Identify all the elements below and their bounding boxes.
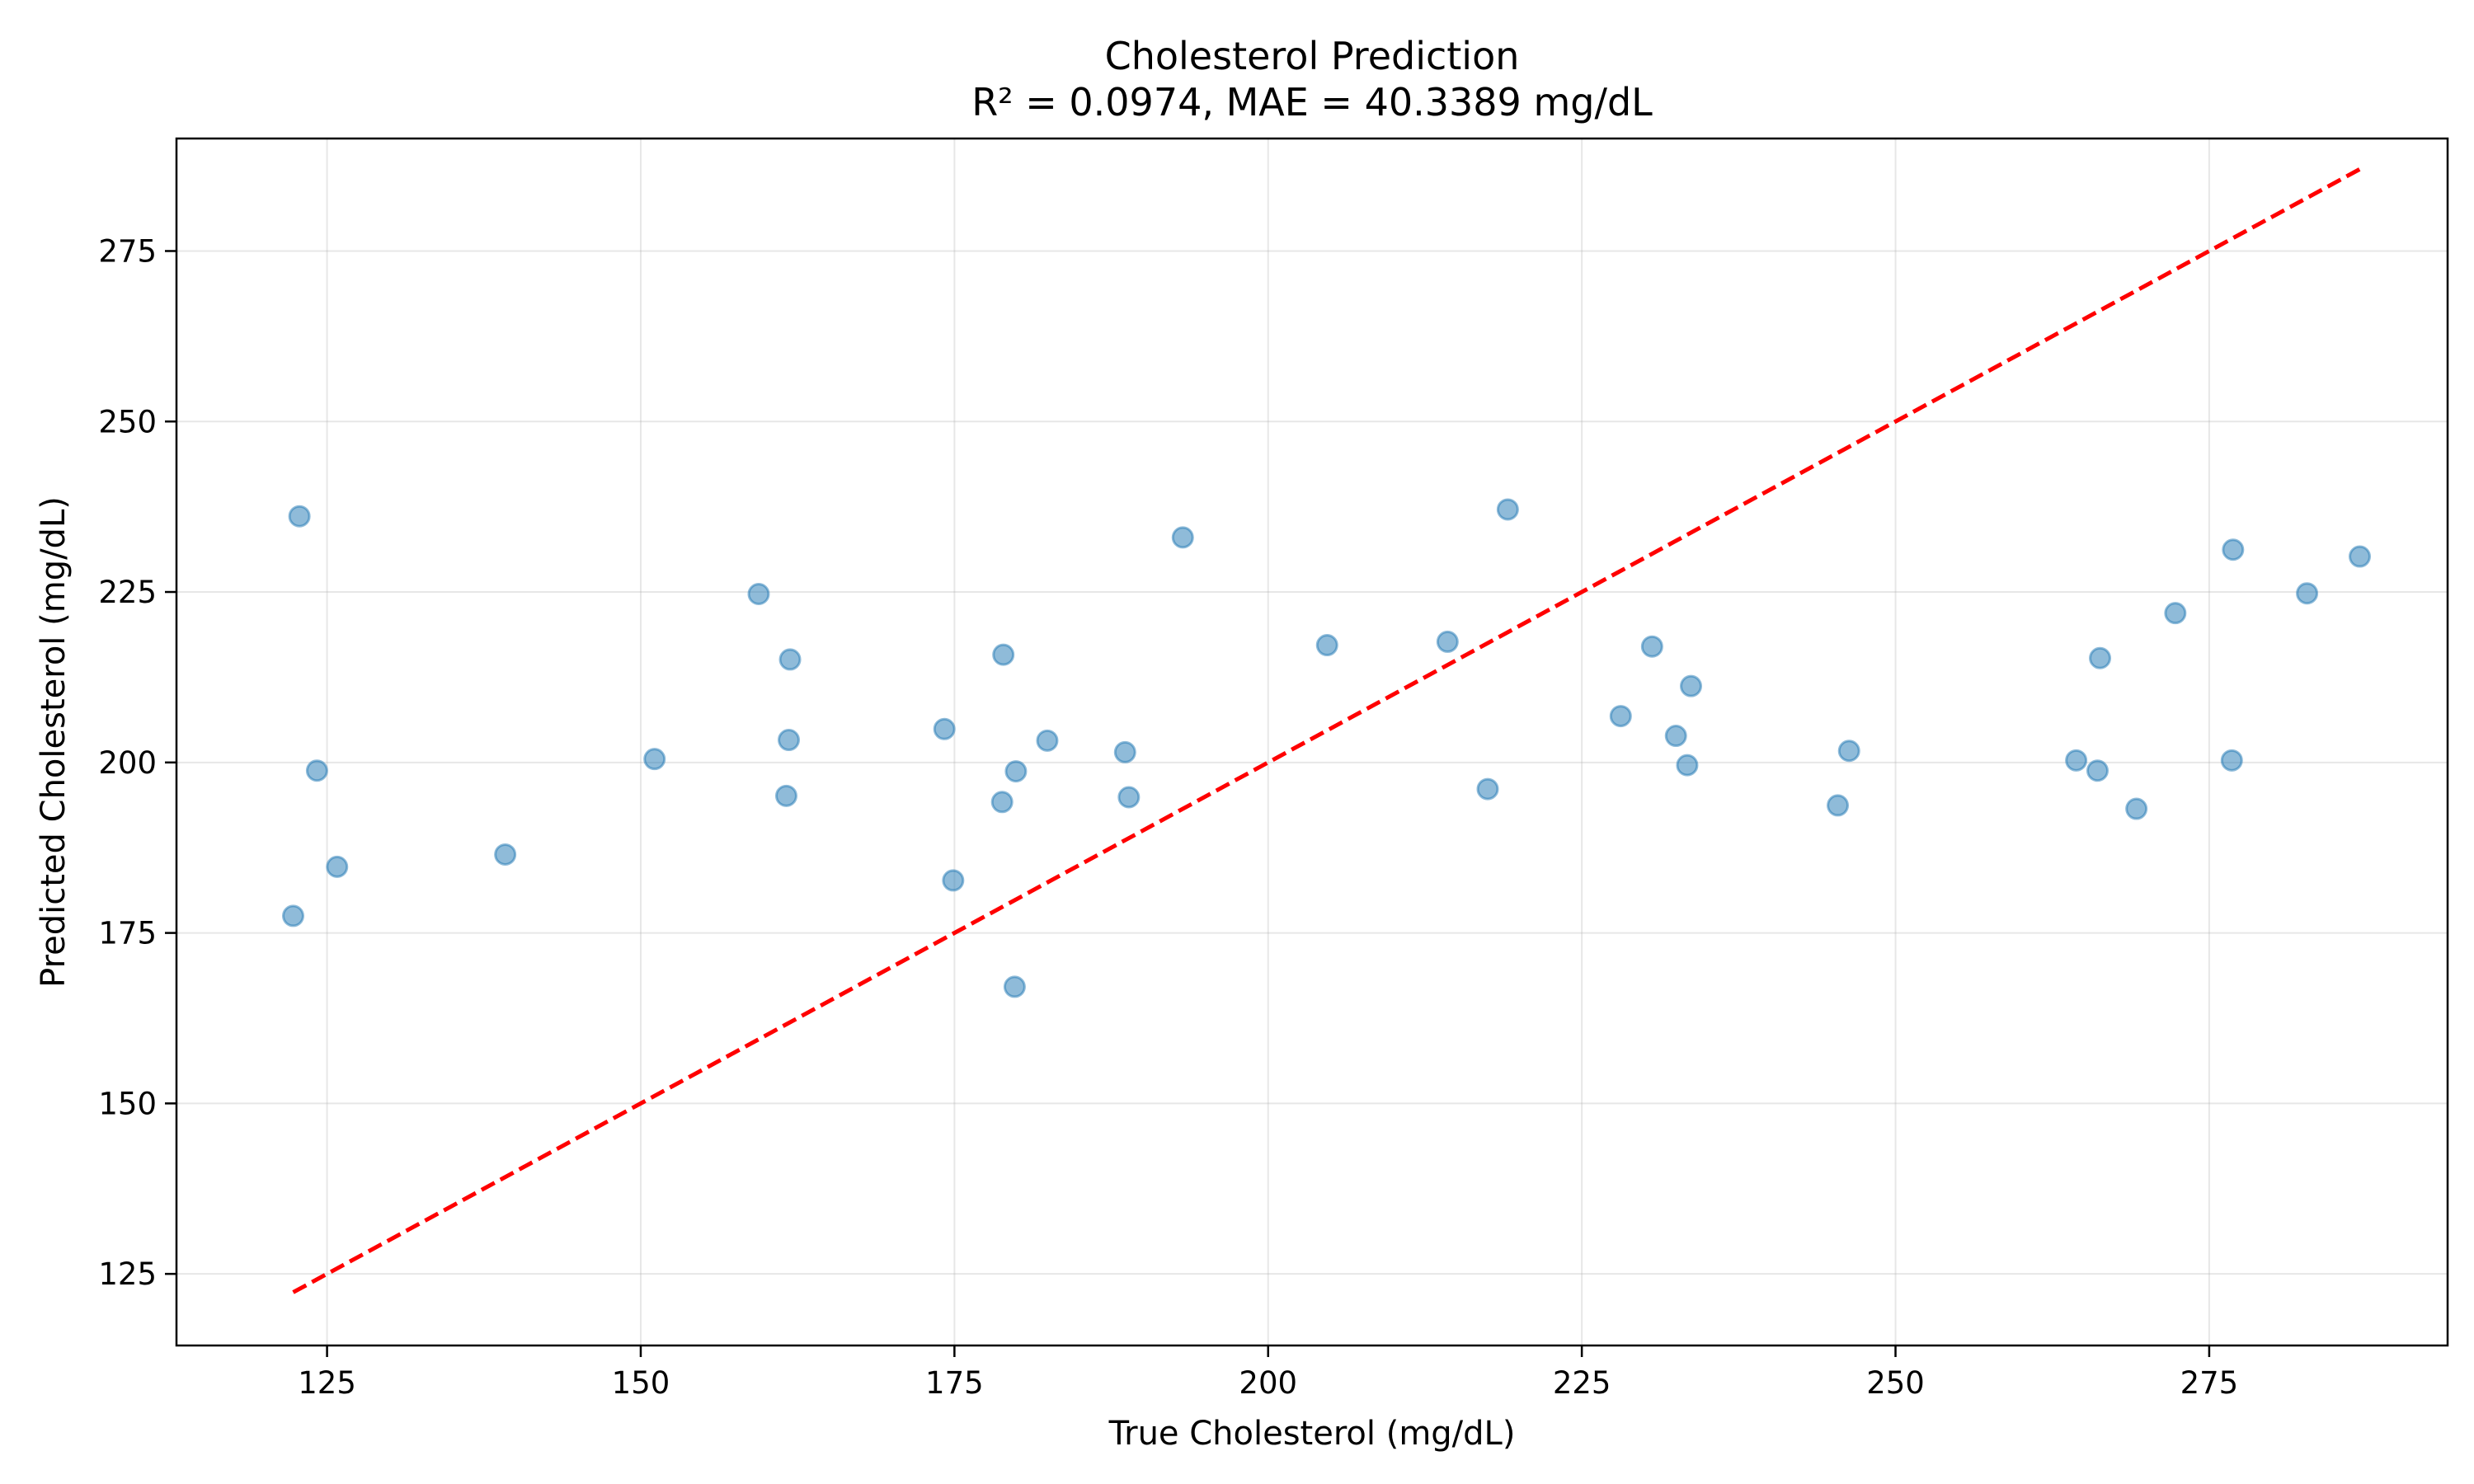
scatter-point (2220, 749, 2243, 772)
scatter-point (1827, 794, 1850, 817)
scatter-point (2089, 646, 2112, 669)
scatter-point (992, 643, 1015, 666)
y-tick-label: 250 (98, 404, 157, 439)
x-tick-label: 275 (2180, 1365, 2239, 1401)
scatter-point (778, 648, 802, 671)
reference-line-layer (292, 167, 2361, 1294)
x-tick-label: 200 (1239, 1365, 1297, 1401)
points-layer (282, 498, 2371, 998)
scatter-point (326, 855, 349, 878)
scatter-point (1004, 760, 1028, 783)
chart-subtitle: R² = 0.0974, MAE = 40.3389 mg/dL (971, 80, 1653, 124)
scatter-point (1680, 674, 1703, 697)
scatter-point (1664, 725, 1687, 748)
x-tick-label: 250 (1866, 1365, 1925, 1401)
y-tick-label: 150 (98, 1086, 157, 1121)
scatter-point (774, 784, 797, 807)
scatter-point (288, 505, 311, 528)
y-tick-label: 275 (98, 233, 157, 269)
scatter-point (1003, 975, 1026, 998)
scatter-point (1315, 634, 1338, 657)
y-tick-label: 200 (98, 745, 157, 781)
x-tick-label: 175 (925, 1365, 984, 1401)
scatter-point (1117, 786, 1141, 809)
y-tick-label: 125 (98, 1256, 157, 1292)
scatter-point (1036, 729, 1059, 752)
scatter-point (747, 583, 770, 606)
scatter-point (933, 717, 956, 740)
tick-layer: 125 150 175 200 225 250 275 125 150 175 200 225 250 2… (98, 233, 2238, 1401)
scatter-point (778, 729, 801, 752)
chart-title: Cholesterol Prediction (1105, 34, 1520, 78)
y-tick-label: 175 (98, 916, 157, 951)
scatter-point (2065, 749, 2088, 772)
scatter-point (942, 869, 965, 892)
scatter-point (282, 904, 305, 928)
scatter-point (2125, 797, 2148, 820)
x-tick-label: 150 (612, 1365, 670, 1401)
y-tick-label: 225 (98, 575, 157, 610)
scatter-point (643, 748, 666, 771)
grid-layer (176, 139, 2448, 1345)
scatter-point (1676, 754, 1699, 777)
scatter-point (2164, 602, 2187, 625)
scatter-point (1436, 630, 1459, 653)
plot-frame (175, 137, 2449, 1347)
identity-reference-line (292, 167, 2361, 1294)
scatter-point (1609, 705, 1632, 728)
scatter-point (2086, 759, 2109, 782)
x-axis-label: True Cholesterol (mg/dL) (1108, 1415, 1516, 1453)
scatter-point (1476, 777, 1499, 801)
scatter-point (494, 843, 517, 866)
scatter-point (305, 759, 328, 782)
scatter-point (2222, 538, 2245, 561)
y-axis-label: Predicted Cholesterol (mg/dL) (35, 496, 73, 988)
scatter-point (2296, 582, 2319, 605)
x-tick-label: 125 (298, 1365, 356, 1401)
scatter-point (2348, 545, 2371, 568)
scatter-point (1171, 526, 1194, 549)
scatter-point (1837, 740, 1860, 763)
scatter-point (990, 791, 1014, 814)
scatter-point (1640, 635, 1663, 658)
scatter-point (1113, 740, 1136, 763)
x-tick-label: 225 (1553, 1365, 1611, 1401)
scatter-point (1496, 498, 1519, 521)
